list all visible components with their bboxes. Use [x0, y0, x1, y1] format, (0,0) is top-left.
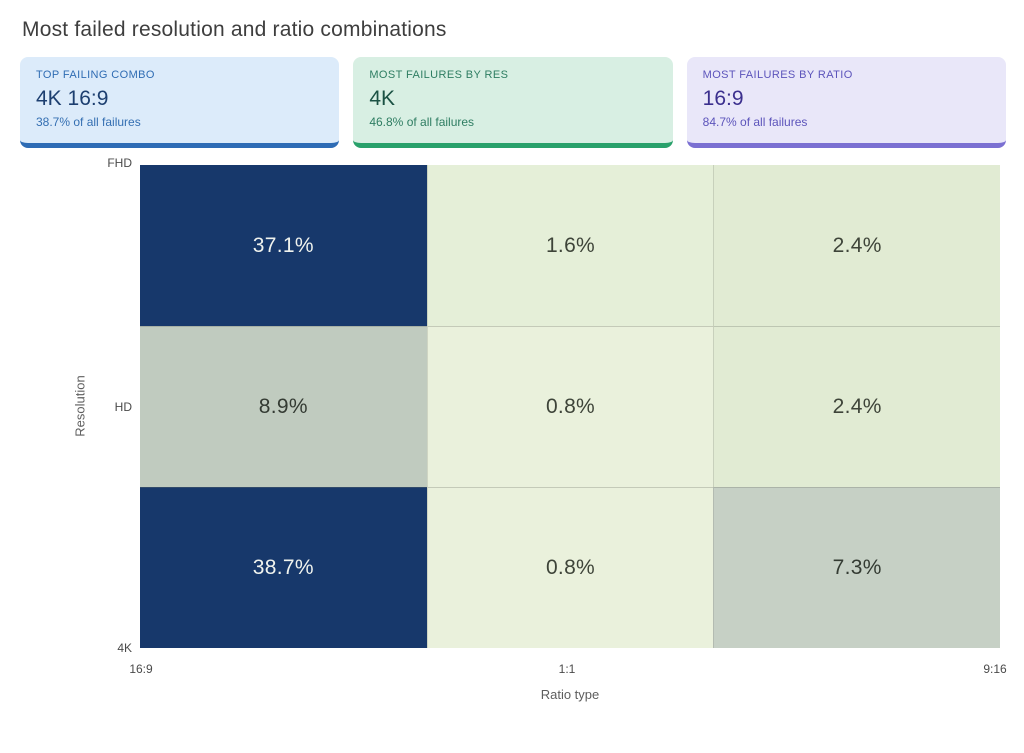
heatmap-grid: 37.1% 1.6% 2.4% 8.9% 0.8% 2.4% 38.7% 0.8% 7.3%: [140, 165, 1000, 648]
heatmap-cell-hd-16-9[interactable]: 8.9%: [140, 326, 427, 487]
stat-card-label: MOST FAILURES BY RATIO: [702, 69, 853, 81]
heatmap-cell-fhd-16-9[interactable]: 37.1%: [140, 165, 427, 326]
stat-card-subtext: 38.7% of all failures: [36, 115, 141, 129]
x-tick-16-9: 16:9: [129, 662, 153, 676]
page-title: Most failed resolution and ratio combina…: [22, 18, 447, 41]
x-tick-1-1: 1:1: [558, 662, 576, 676]
heatmap-cell-4k-16-9[interactable]: 38.7%: [140, 487, 427, 648]
stat-card-subtext: 84.7% of all failures: [702, 115, 808, 129]
heatmap-cell-fhd-9-16[interactable]: 2.4%: [713, 165, 1000, 326]
stat-card-value: 4K 16:9: [36, 87, 109, 110]
heatmap-cell-fhd-1-1[interactable]: 1.6%: [426, 165, 714, 326]
stat-cards-row: TOP FAILING COMBO 4K 16:9 38.7% of all f…: [20, 57, 1006, 148]
stat-card-value: 4K: [369, 87, 396, 110]
x-axis-title: Ratio type: [540, 687, 600, 702]
y-tick-fhd: FHD: [107, 156, 132, 170]
y-tick-4k: 4K: [117, 641, 132, 655]
y-tick-hd: HD: [114, 400, 132, 414]
stat-card-label: TOP FAILING COMBO: [36, 69, 155, 81]
heatmap-cell-4k-9-16[interactable]: 7.3%: [713, 487, 1000, 648]
heatmap-cell-hd-9-16[interactable]: 2.4%: [713, 326, 1000, 487]
stat-card-most-failures-by-ratio: MOST FAILURES BY RATIO 16:9 84.7% of all…: [686, 57, 1006, 148]
stat-card-subtext: 46.8% of all failures: [369, 115, 475, 129]
stat-card-top-failing-combo: TOP FAILING COMBO 4K 16:9 38.7% of all f…: [20, 57, 340, 148]
stat-card-most-failures-by-res: MOST FAILURES BY RES 4K 46.8% of all fai…: [353, 57, 673, 148]
heatmap-cell-4k-1-1[interactable]: 0.8%: [426, 487, 714, 648]
stat-card-label: MOST FAILURES BY RES: [369, 69, 509, 81]
heatmap-cell-hd-1-1[interactable]: 0.8%: [426, 326, 714, 487]
x-tick-9-16: 9:16: [983, 662, 1007, 676]
stat-card-value: 16:9: [702, 87, 744, 110]
